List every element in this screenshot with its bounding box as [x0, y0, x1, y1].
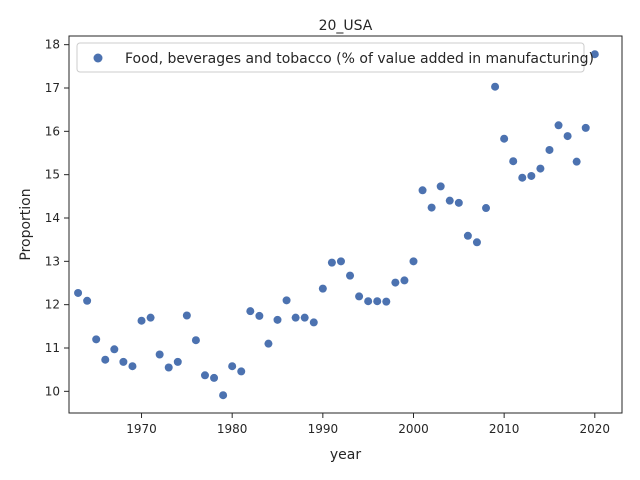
- x-tick-label: 2000: [398, 422, 429, 436]
- data-point: [436, 182, 445, 191]
- data-point: [191, 336, 200, 345]
- data-point: [92, 335, 101, 344]
- data-point: [364, 297, 373, 306]
- y-axis-label: Proportion: [18, 188, 34, 260]
- data-point: [246, 307, 255, 316]
- data-point: [173, 357, 182, 366]
- data-point: [219, 391, 228, 400]
- data-point: [472, 238, 481, 247]
- data-point: [119, 357, 128, 366]
- data-point: [336, 257, 345, 266]
- y-tick-label: 12: [45, 298, 60, 312]
- x-tick-label: 2010: [489, 422, 520, 436]
- data-point: [101, 355, 110, 364]
- data-point: [536, 164, 545, 173]
- x-tick-label: 1970: [126, 422, 157, 436]
- data-point: [373, 297, 382, 306]
- data-point: [273, 315, 282, 324]
- data-point: [182, 311, 191, 320]
- data-point: [454, 198, 463, 207]
- legend-label: Food, beverages and tobacco (% of value …: [125, 51, 594, 67]
- y-tick-label: 15: [45, 168, 60, 182]
- x-tick-label: 1980: [217, 422, 248, 436]
- y-tick-label: 18: [45, 38, 60, 52]
- data-point: [509, 157, 518, 166]
- legend: Food, beverages and tobacco (% of value …: [76, 42, 594, 73]
- x-axis-label: year: [330, 447, 361, 463]
- data-point: [463, 231, 472, 240]
- data-point: [391, 278, 400, 287]
- y-tick-label: 11: [45, 341, 60, 355]
- legend-box: [76, 42, 585, 73]
- data-point: [200, 371, 209, 380]
- data-points: [74, 50, 599, 400]
- data-point: [563, 132, 572, 141]
- data-point: [418, 186, 427, 195]
- data-point: [146, 313, 155, 322]
- axis-ticks: 1970 1980 1990 2000 2010 2020 10 11 12 13 14 15 16 17…: [45, 38, 610, 436]
- data-point: [545, 145, 554, 154]
- y-tick-label: 10: [45, 384, 60, 398]
- y-tick-label: 17: [45, 81, 60, 95]
- data-point: [291, 313, 300, 322]
- data-point: [554, 121, 563, 130]
- data-point: [300, 313, 309, 322]
- data-point: [282, 296, 291, 305]
- data-point: [346, 271, 355, 280]
- data-point: [255, 311, 264, 320]
- plot-area-frame: [68, 35, 623, 414]
- data-point: [264, 339, 273, 348]
- data-point: [382, 297, 391, 306]
- x-tick-label: 1990: [308, 422, 339, 436]
- legend-marker: [93, 53, 103, 63]
- y-tick-label: 13: [45, 254, 60, 268]
- data-point: [427, 203, 436, 212]
- data-point: [445, 196, 454, 205]
- y-tick-label: 16: [45, 124, 60, 138]
- data-point: [527, 171, 536, 180]
- data-point: [491, 82, 500, 91]
- x-tick-label: 2020: [580, 422, 611, 436]
- data-point: [110, 345, 119, 354]
- data-point: [164, 363, 173, 372]
- data-point: [482, 204, 491, 213]
- data-point: [309, 318, 318, 327]
- y-tick-label: 14: [45, 211, 60, 225]
- data-point: [590, 50, 599, 59]
- data-point: [500, 134, 509, 143]
- chart-title: 20_USA: [319, 18, 373, 34]
- data-point: [518, 173, 527, 182]
- data-point: [128, 362, 137, 371]
- data-point: [581, 123, 590, 132]
- data-point: [74, 288, 83, 297]
- data-point: [355, 292, 364, 301]
- data-point: [210, 373, 219, 382]
- data-point: [318, 284, 327, 293]
- data-point: [409, 257, 418, 266]
- data-point: [83, 296, 92, 305]
- data-point: [155, 350, 164, 359]
- data-point: [237, 367, 246, 376]
- data-point: [572, 157, 581, 166]
- data-point: [327, 258, 336, 267]
- data-point: [400, 276, 409, 285]
- data-point: [228, 362, 237, 371]
- data-point: [137, 316, 146, 325]
